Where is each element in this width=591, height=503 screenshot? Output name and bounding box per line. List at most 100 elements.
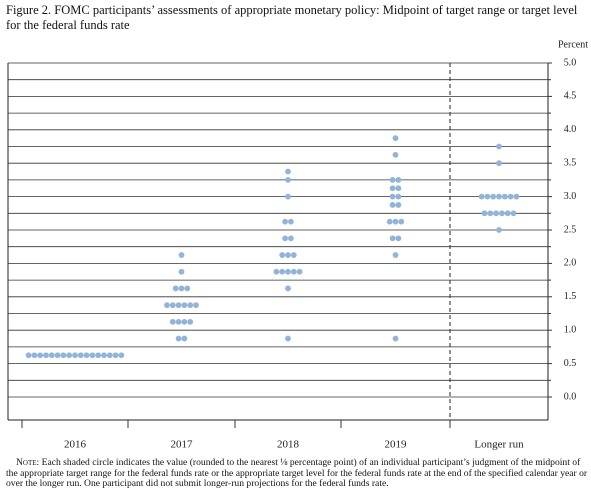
dot xyxy=(282,218,288,225)
dot xyxy=(490,193,497,200)
dot xyxy=(181,335,188,342)
y-tick-label: 0.5 xyxy=(564,358,577,369)
dot xyxy=(395,235,402,242)
dot xyxy=(66,352,73,359)
dot xyxy=(282,235,288,242)
note: Note: Each shaded circle indicates the v… xyxy=(6,457,588,490)
dot xyxy=(392,135,399,142)
x-tick-label: Longer run xyxy=(474,439,524,451)
dot xyxy=(389,177,396,183)
dot xyxy=(389,193,396,200)
y-tick-label: 0.0 xyxy=(564,391,577,402)
dot xyxy=(499,210,505,217)
dot xyxy=(175,335,182,342)
dot xyxy=(37,352,44,359)
dot xyxy=(493,210,499,217)
dot xyxy=(285,252,291,258)
dot xyxy=(392,218,399,225)
y-tick-label: 4.0 xyxy=(564,124,577,135)
dot xyxy=(178,252,185,258)
dot xyxy=(31,352,38,359)
x-tick-label: 2019 xyxy=(385,439,408,451)
x-tick-label: 2017 xyxy=(171,439,194,451)
dot xyxy=(507,193,514,200)
dot xyxy=(487,210,494,217)
dot xyxy=(395,193,402,200)
dot xyxy=(386,218,393,225)
dot xyxy=(72,352,78,359)
dot xyxy=(285,268,291,275)
dot xyxy=(181,302,188,309)
dot xyxy=(178,268,185,275)
dot xyxy=(178,285,185,292)
y-tick-label: 5.0 xyxy=(564,57,577,68)
dot xyxy=(395,177,402,183)
dot xyxy=(285,193,291,200)
dot xyxy=(290,268,297,275)
dot xyxy=(95,352,102,359)
dot xyxy=(513,193,520,200)
dot xyxy=(496,160,502,167)
y-tick-label: 2.0 xyxy=(564,258,577,269)
dot xyxy=(288,235,294,242)
dot xyxy=(25,352,32,359)
dot xyxy=(187,318,194,325)
dot xyxy=(184,285,191,292)
note-label: Note: xyxy=(16,457,40,468)
dot xyxy=(169,318,176,325)
dot xyxy=(481,210,488,217)
dot xyxy=(181,318,188,325)
y-tick-label: 2.5 xyxy=(564,224,577,235)
x-tick-label: 2018 xyxy=(277,439,300,451)
dot xyxy=(60,352,67,359)
dot xyxy=(101,352,107,359)
dot xyxy=(389,235,396,242)
dot xyxy=(175,302,182,309)
note-text: Each shaded circle indicates the value (… xyxy=(6,457,588,489)
dot xyxy=(172,285,179,292)
y-tick-label: 3.5 xyxy=(564,157,577,168)
dot xyxy=(478,193,485,200)
dot xyxy=(77,352,84,359)
dot xyxy=(496,193,502,200)
dot xyxy=(89,352,96,359)
dot xyxy=(389,202,396,208)
y-axis-label: Percent xyxy=(558,39,588,50)
dot xyxy=(501,193,508,200)
dot xyxy=(279,268,286,275)
dot xyxy=(43,352,49,359)
dot xyxy=(484,193,491,200)
dot xyxy=(285,335,291,342)
dot xyxy=(510,210,517,217)
y-tick-label: 4.5 xyxy=(564,91,577,102)
y-tick-label: 3.0 xyxy=(564,191,577,202)
dot xyxy=(392,252,399,258)
dot xyxy=(169,302,176,309)
dot xyxy=(392,151,399,158)
dot xyxy=(395,185,402,192)
dot xyxy=(106,352,113,359)
dot xyxy=(112,352,119,359)
dot xyxy=(54,352,61,359)
dot xyxy=(398,218,405,225)
y-tick-label: 1.0 xyxy=(564,324,577,335)
chart-title: Figure 2. FOMC participants’ assessments… xyxy=(6,3,578,32)
dot xyxy=(285,168,291,175)
dot xyxy=(496,227,502,233)
dot xyxy=(118,352,125,359)
dot xyxy=(273,268,280,275)
dot xyxy=(290,252,297,258)
x-tick-label: 2016 xyxy=(64,439,87,451)
dot xyxy=(83,352,90,359)
dot xyxy=(389,185,396,192)
dot xyxy=(296,268,303,275)
chart: Percent 0.0 0.5 1.0 1.5 2.0 2.5 3.0 3.5 4.0 4.5 5.… xyxy=(7,39,588,451)
dot xyxy=(175,318,182,325)
y-tick-label: 1.5 xyxy=(564,291,577,302)
dot xyxy=(395,202,402,208)
dot xyxy=(279,252,286,258)
dot xyxy=(285,177,291,183)
dot xyxy=(48,352,55,359)
dot xyxy=(187,302,194,309)
